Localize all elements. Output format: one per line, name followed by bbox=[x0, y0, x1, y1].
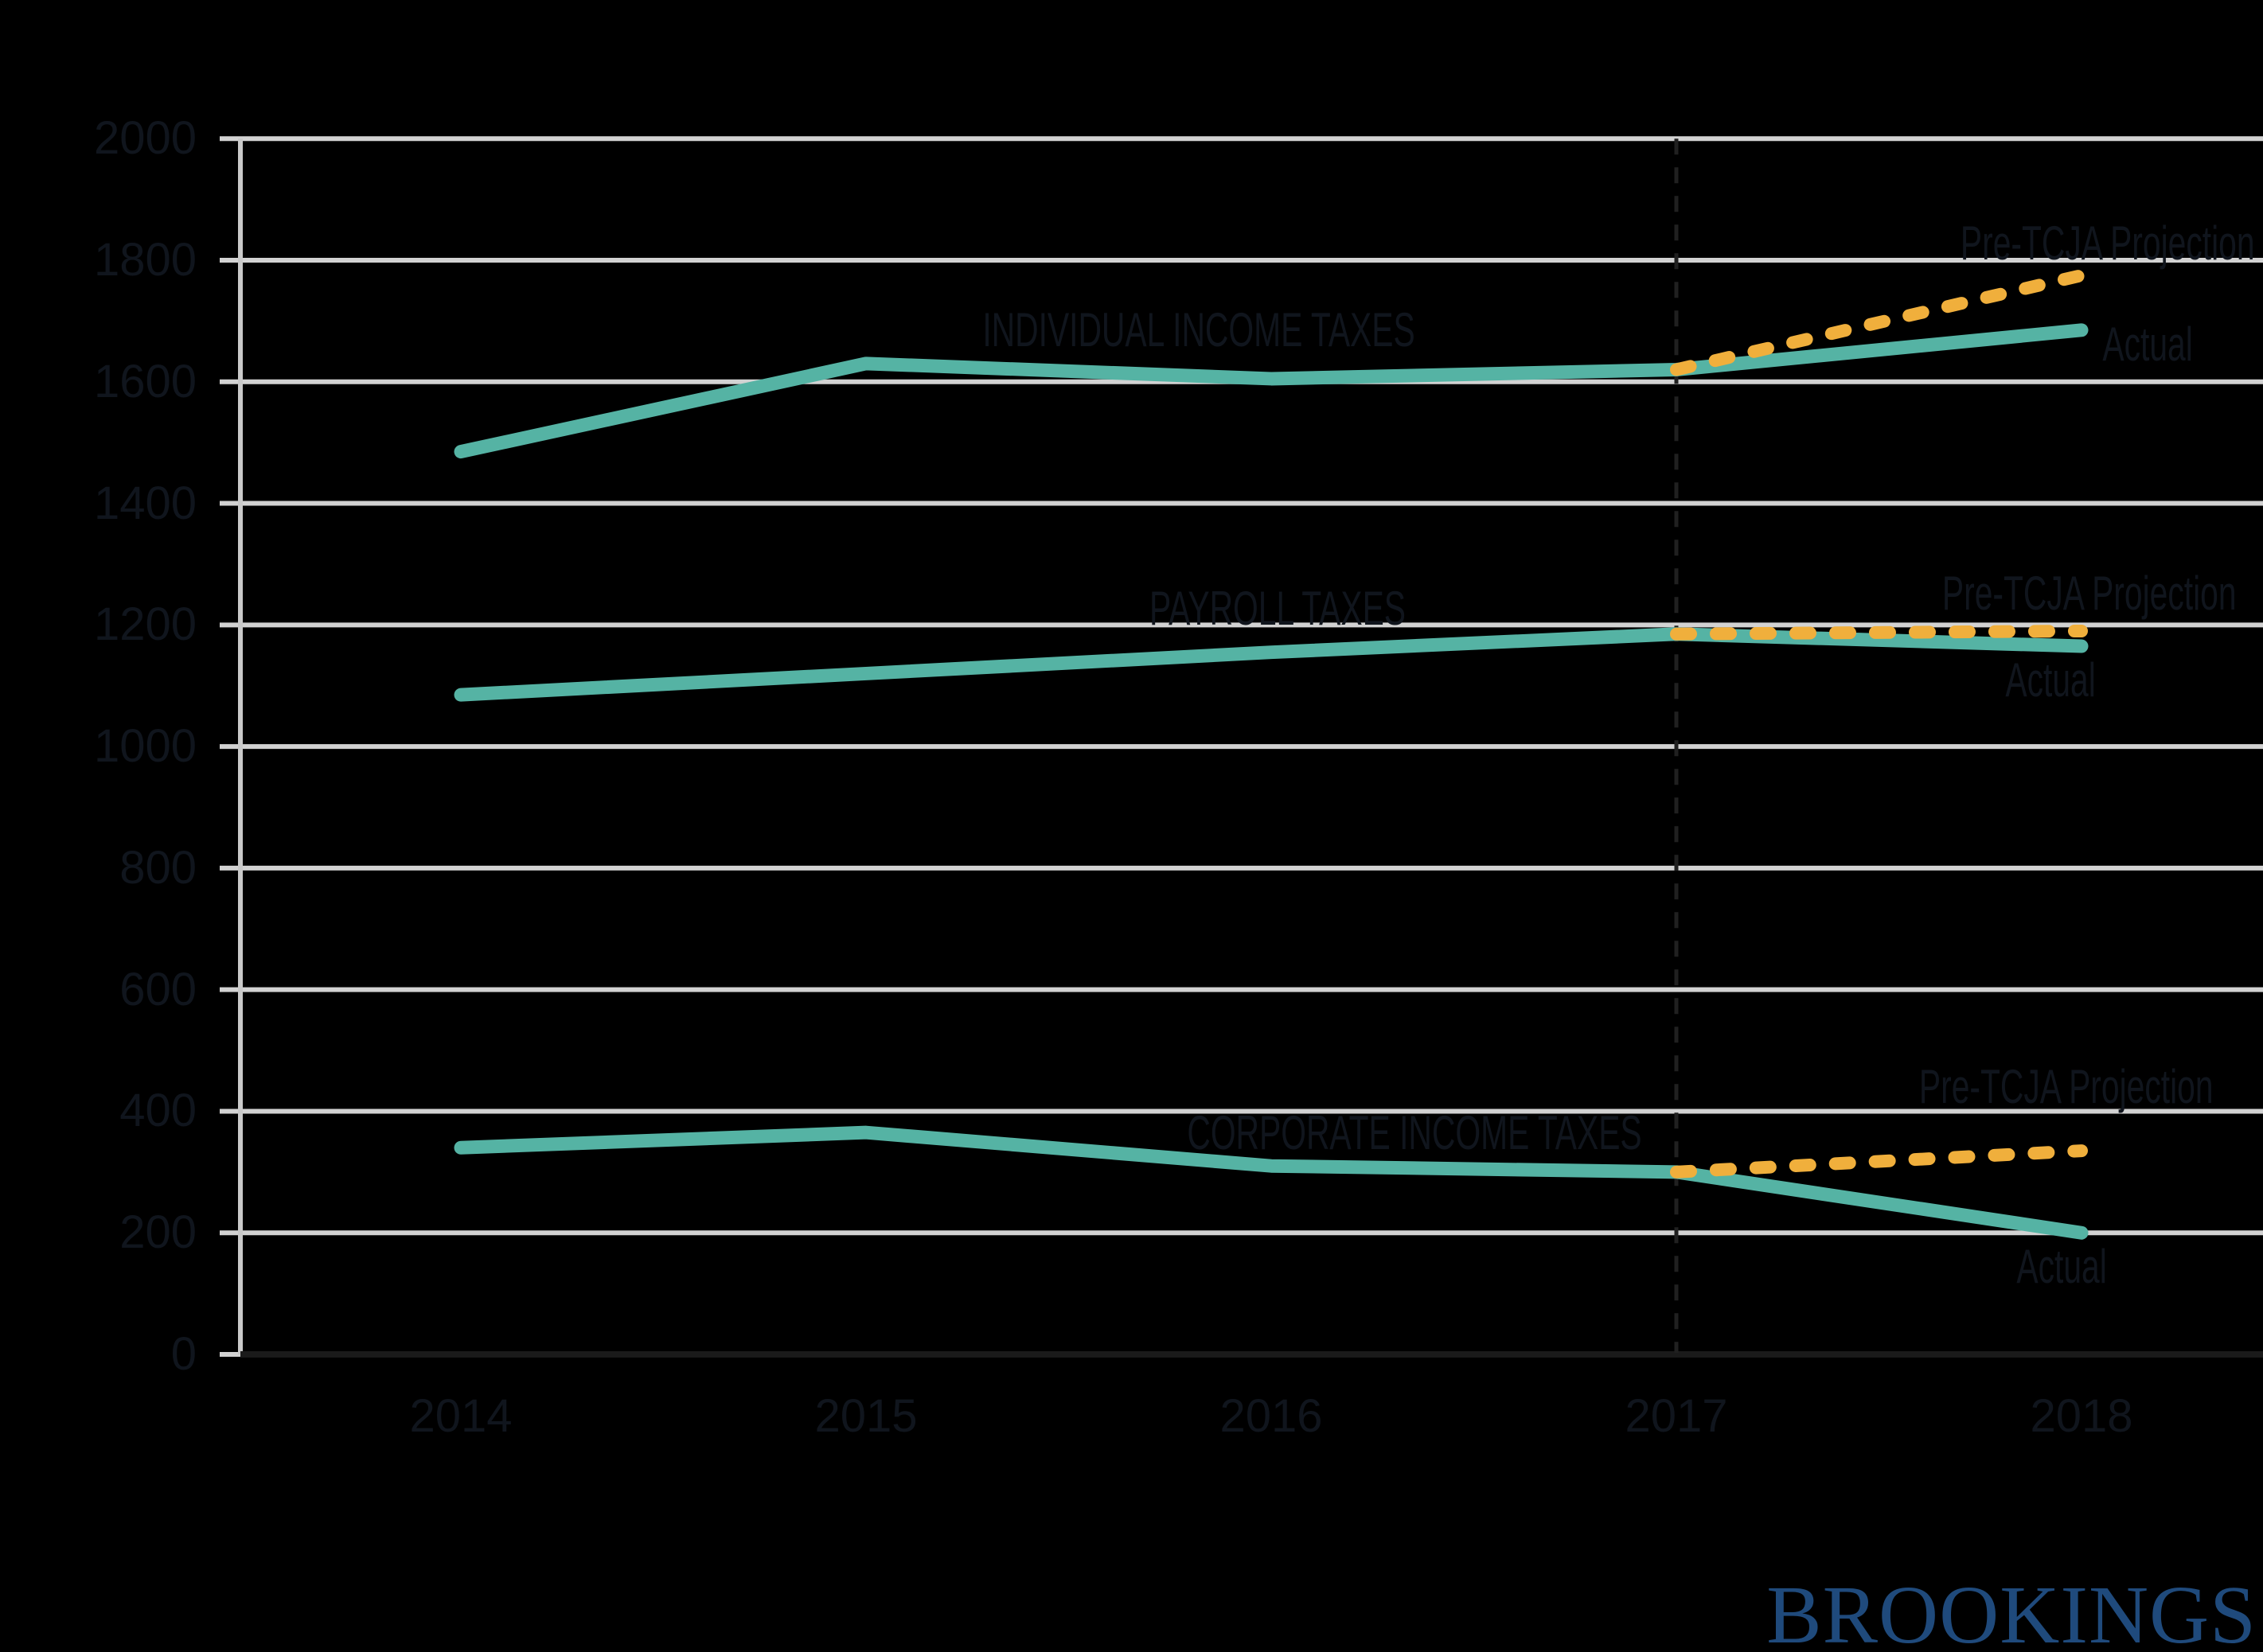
payroll-projection-label: Pre-TCJA Projection bbox=[1942, 567, 2237, 620]
individual-series-label: INDIVIDUAL INCOME TAXES bbox=[982, 303, 1415, 357]
series-line-payroll-projection bbox=[1670, 624, 2088, 641]
series-line-individual-projection bbox=[1670, 269, 2088, 376]
y-tick-label: 1400 bbox=[93, 477, 197, 529]
y-tick-label: 1200 bbox=[93, 598, 197, 650]
y-tick-label: 1000 bbox=[93, 720, 197, 772]
y-tick-label: 800 bbox=[119, 842, 197, 894]
corporate-projection-label: Pre-TCJA Projection bbox=[1919, 1060, 2214, 1113]
x-tick-label: 2016 bbox=[1219, 1390, 1323, 1442]
series-line-individual-actual bbox=[454, 323, 2089, 459]
y-tick-label: 200 bbox=[119, 1206, 197, 1258]
individual-actual-label: Actual bbox=[2102, 318, 2193, 371]
x-tick-label: 2015 bbox=[814, 1390, 918, 1442]
payroll-series-label: PAYROLL TAXES bbox=[1149, 582, 1407, 635]
x-tick-label: 2014 bbox=[409, 1390, 513, 1442]
y-tick-label: 1800 bbox=[93, 234, 197, 286]
brookings-logo: BROOKINGS bbox=[1766, 1569, 2257, 1652]
corporate-series-label: CORPORATE INCOME TAXES bbox=[1187, 1106, 1642, 1159]
series-line-corporate-projection bbox=[1670, 1144, 2088, 1179]
individual-projection-label: Pre-TCJA Projection bbox=[1961, 216, 2255, 270]
y-tick-label: 400 bbox=[119, 1085, 197, 1136]
series-line-corporate-actual bbox=[454, 1125, 2089, 1240]
y-tick-label: 2000 bbox=[93, 112, 197, 164]
series-line-payroll-actual bbox=[454, 627, 2089, 702]
y-tick-label: 0 bbox=[170, 1328, 197, 1380]
corporate-actual-label: Actual bbox=[2016, 1240, 2107, 1293]
y-tick-label: 1600 bbox=[93, 356, 197, 407]
y-tick-label: 600 bbox=[119, 964, 197, 1015]
payroll-actual-label: Actual bbox=[2005, 653, 2096, 707]
x-tick-label: 2017 bbox=[1625, 1390, 1728, 1442]
x-tick-label: 2018 bbox=[2030, 1390, 2133, 1442]
